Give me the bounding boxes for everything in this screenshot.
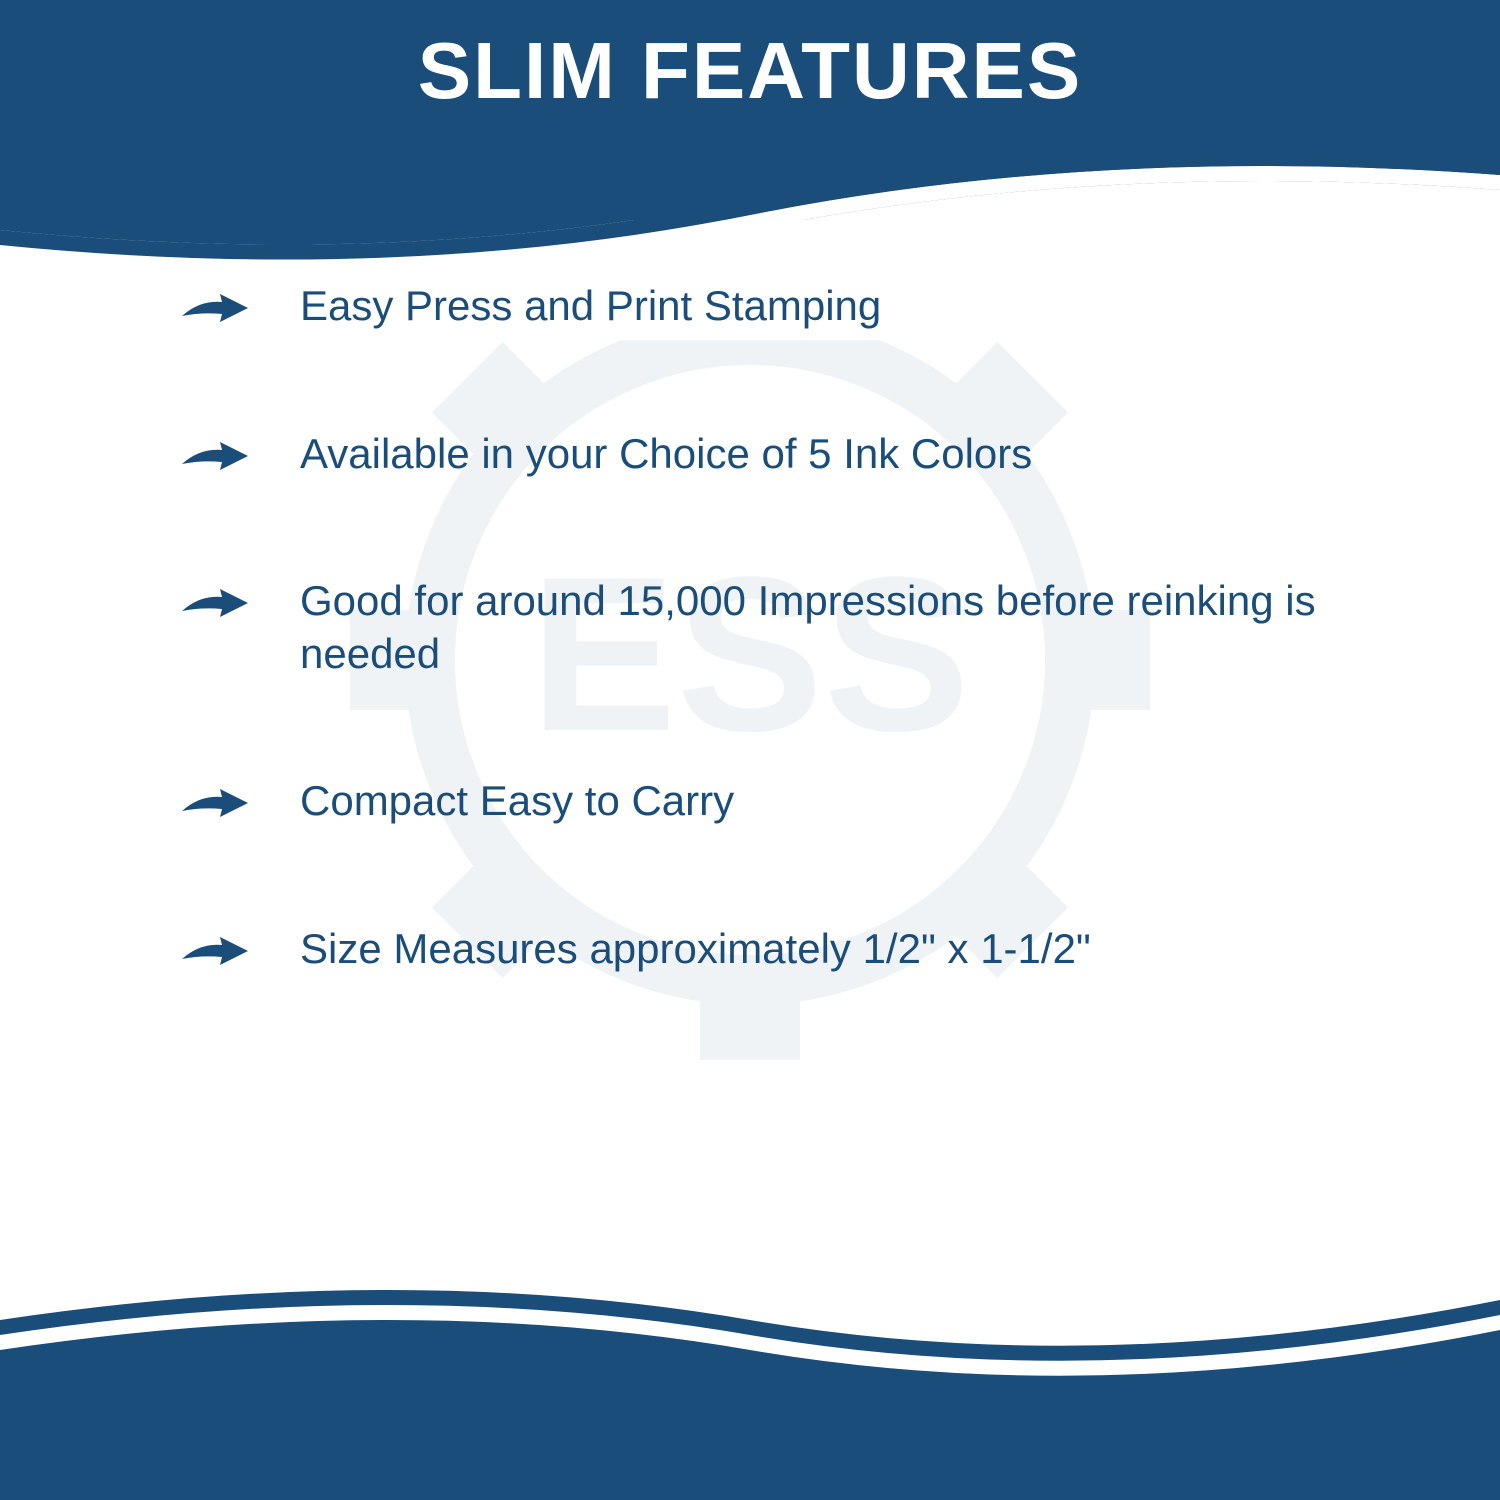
features-list: Easy Press and Print Stamping Available … [180,280,1380,1070]
arrow-icon [180,783,250,823]
feature-text: Compact Easy to Carry [300,775,734,828]
arrow-icon [180,931,250,971]
feature-text: Size Measures approximately 1/2" x 1-1/2… [300,923,1091,976]
page-title: SLIM FEATURES [0,25,1500,117]
feature-item: Easy Press and Print Stamping [180,280,1380,333]
feature-item: Size Measures approximately 1/2" x 1-1/2… [180,923,1380,976]
feature-item: Good for around 15,000 Impressions befor… [180,575,1380,680]
wave-bottom-decoration [0,1240,1500,1500]
feature-text: Good for around 15,000 Impressions befor… [300,575,1380,680]
feature-text: Easy Press and Print Stamping [300,280,881,333]
feature-item: Compact Easy to Carry [180,775,1380,828]
infographic-container: SLIM FEATURES ESS Easy Press and Print S… [0,0,1500,1500]
arrow-icon [180,436,250,476]
feature-item: Available in your Choice of 5 Ink Colors [180,428,1380,481]
arrow-icon [180,288,250,328]
arrow-icon [180,583,250,623]
feature-text: Available in your Choice of 5 Ink Colors [300,428,1032,481]
